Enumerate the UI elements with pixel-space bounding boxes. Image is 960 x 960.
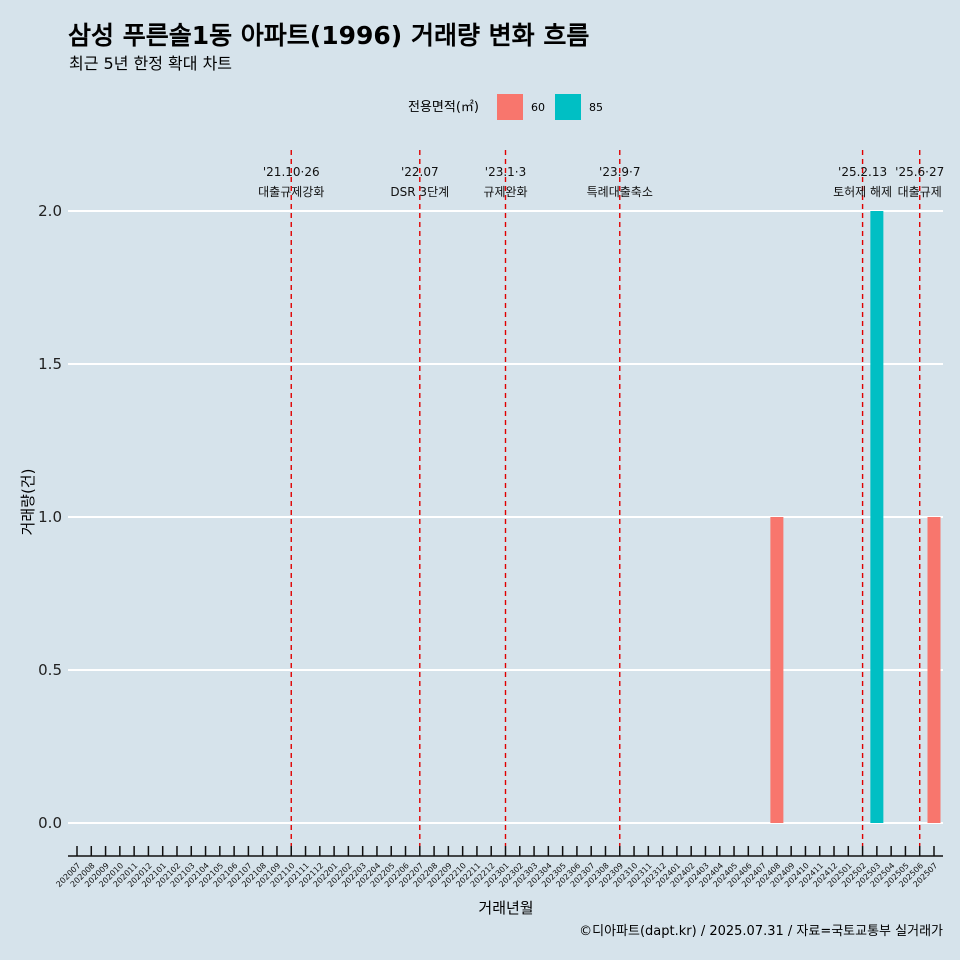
y-gridlines [68,210,943,824]
bar-85-202503 [870,211,884,823]
event-date: '25.6·27 [895,165,944,179]
legend-swatch-85 [555,94,581,120]
event-label: 대출규제강화 [258,185,324,199]
y-tick-label: 1.5 [38,355,62,373]
legend-title: 전용면적(㎡) [408,100,479,115]
event-label: 토허제 해제 [833,185,892,199]
event-date: '23.9·7 [599,165,640,179]
y-tick-label: 0.5 [38,661,62,679]
event-date: '25.2.13 [838,165,887,179]
bar-60-202507 [927,517,941,823]
y-tick-labels: 0.0 0.5 1.0 1.5 2.0 [38,202,62,832]
policy-event-lines: '21.10·26 대출규제강화 '22.07 DSR 3단계 '23.1·3 규제완화 '… [258,150,944,846]
legend: 전용면적(㎡) 60 85 [408,94,603,120]
y-axis-label: 거래량(건) [19,469,37,536]
event-label: 규제완화 [483,185,527,199]
event-date: '22.07 [401,165,439,179]
source-caption: ©디아파트(dapt.kr) / 2025.07.31 / 자료=국토교통부 실… [579,924,943,939]
x-axis-label: 거래년월 [478,899,533,917]
event-date: '21.10·26 [263,165,320,179]
y-tick-label: 2.0 [38,202,62,220]
legend-label-85: 85 [589,101,603,114]
event-label: 대출규제 [898,185,942,199]
bars [770,211,941,823]
legend-swatch-60 [497,94,523,120]
bar-60-202408 [770,517,784,823]
event-label: 특례대출축소 [587,185,653,199]
legend-label-60: 60 [531,101,545,114]
chart-title: 삼성 푸른솔1동 아파트(1996) 거래량 변화 흐름 [68,21,589,50]
y-tick-label: 0.0 [38,814,62,832]
x-axis: 2020072020082020092020102020112020122021… [54,846,943,889]
event-label: DSR 3단계 [390,185,449,199]
chart-subtitle: 최근 5년 한정 확대 차트 [69,54,232,73]
event-date: '23.1·3 [485,165,526,179]
y-tick-label: 1.0 [38,508,62,526]
